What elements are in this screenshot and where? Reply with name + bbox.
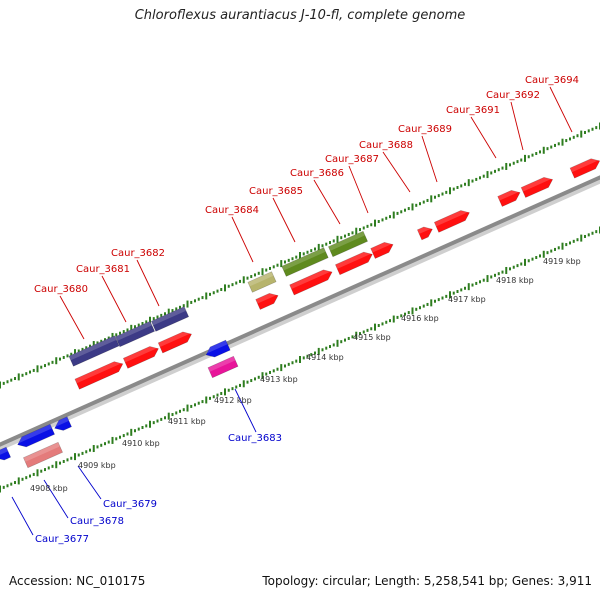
scale-label: 4908 kbp — [30, 484, 68, 493]
label-caur-3678-leader — [43, 479, 69, 519]
feature-caur-3680[interactable] — [68, 335, 120, 367]
label-caur-3691[interactable]: Caur_3691 — [446, 105, 500, 116]
label-caur-3684-leader — [231, 216, 254, 263]
feature-caur-3684[interactable] — [247, 271, 277, 293]
scale-label: 4916 kbp — [401, 314, 439, 323]
gene-caur-3683[interactable] — [204, 339, 231, 360]
label-caur-3686-leader — [313, 179, 341, 225]
label-caur-3692-leader — [510, 101, 524, 151]
feature-caur-3683[interactable] — [207, 355, 239, 379]
scale-label: 4915 kbp — [353, 333, 391, 342]
scale-labels: 4908 kbp 4909 kbp 4910 kbp 4911 kbp 4912 kbp… — [30, 257, 581, 493]
gene-caur-3680[interactable] — [74, 359, 125, 390]
feature-caur-3678[interactable] — [23, 441, 63, 469]
gene-caur-3677[interactable] — [0, 446, 12, 463]
scale-label: 4913 kbp — [260, 375, 298, 384]
gene-caur-3681[interactable] — [122, 344, 160, 369]
label-caur-3694[interactable]: Caur_3694 — [525, 75, 579, 86]
feature-caur-3686[interactable] — [328, 230, 368, 258]
scale-label: 4919 kbp — [543, 257, 581, 266]
gene-caur-3682[interactable] — [157, 329, 194, 354]
label-caur-3681-leader — [101, 275, 127, 323]
feature-caur-3682[interactable] — [150, 306, 190, 332]
accession-text: Accession: NC_010175 — [9, 574, 146, 588]
label-caur-3688-leader — [382, 151, 411, 193]
label-caur-3689[interactable]: Caur_3689 — [398, 124, 452, 135]
label-caur-3684[interactable]: Caur_3684 — [205, 205, 259, 216]
scale-label: 4910 kbp — [122, 439, 160, 448]
gene-caur-3678[interactable] — [15, 423, 55, 450]
gene-caur-3684[interactable] — [255, 291, 281, 310]
map-title: Chloroflexus aurantiacus J-10-fl, comple… — [134, 8, 466, 23]
scale-label: 4918 kbp — [496, 276, 534, 285]
label-caur-3685-leader — [272, 197, 296, 243]
label-caur-3691-leader — [470, 116, 497, 159]
scale-label: 4914 kbp — [306, 353, 344, 362]
gene-features — [0, 156, 600, 469]
scale-label: 4909 kbp — [78, 461, 116, 470]
gene-caur-3692[interactable] — [520, 174, 555, 198]
lower-tick-track — [0, 226, 600, 493]
label-caur-3680-leader — [59, 295, 85, 340]
label-caur-3692[interactable]: Caur_3692 — [486, 90, 540, 101]
gene-caur-3688[interactable] — [416, 224, 434, 241]
gene-caur-3679[interactable] — [52, 416, 72, 434]
feature-caur-3681[interactable] — [115, 320, 155, 348]
gene-caur-3691[interactable] — [497, 188, 523, 207]
label-caur-3677-leader — [11, 496, 34, 536]
gene-labels: Caur_3680 Caur_3681 Caur_3682 Caur_3684 Caur… — [34, 75, 579, 545]
scale-label: 4917 kbp — [448, 295, 486, 304]
label-caur-3682[interactable]: Caur_3682 — [111, 248, 165, 259]
label-caur-3678[interactable]: Caur_3678 — [70, 516, 124, 527]
label-leader-lines — [11, 86, 573, 536]
label-caur-3686[interactable]: Caur_3686 — [290, 168, 344, 179]
label-caur-3682-leader — [136, 259, 160, 307]
gene-caur-3686[interactable] — [335, 249, 374, 276]
scale-label: 4911 kbp — [168, 417, 206, 426]
label-caur-3688[interactable]: Caur_3688 — [359, 140, 413, 151]
gene-caur-3687[interactable] — [370, 240, 396, 259]
label-caur-3679[interactable]: Caur_3679 — [103, 499, 157, 510]
label-caur-3680[interactable]: Caur_3680 — [34, 284, 88, 295]
label-caur-3677[interactable]: Caur_3677 — [35, 534, 89, 545]
gene-caur-3685[interactable] — [289, 267, 335, 296]
gene-caur-3689[interactable] — [433, 208, 471, 233]
label-caur-3685[interactable]: Caur_3685 — [249, 186, 303, 197]
gene-caur-3694[interactable] — [569, 156, 600, 179]
feature-caur-3685[interactable] — [281, 247, 329, 277]
label-caur-3683[interactable]: Caur_3683 — [228, 433, 282, 444]
label-caur-3681[interactable]: Caur_3681 — [76, 264, 130, 275]
genome-backbone — [0, 175, 600, 447]
label-caur-3694-leader — [549, 86, 573, 133]
scale-label: 4912 kbp — [214, 396, 252, 405]
label-caur-3689-leader — [421, 135, 438, 183]
label-caur-3683-leader — [234, 388, 257, 433]
genome-backbone-shadow — [0, 177, 600, 451]
label-caur-3687-leader — [348, 165, 369, 214]
genome-summary-text: Topology: circular; Length: 5,258,541 bp… — [262, 574, 592, 588]
label-caur-3679-leader — [77, 465, 102, 500]
label-caur-3687[interactable]: Caur_3687 — [325, 154, 379, 165]
